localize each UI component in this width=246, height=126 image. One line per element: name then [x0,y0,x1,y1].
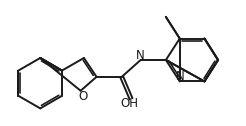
Text: N: N [176,70,184,83]
Text: N: N [136,49,145,62]
Text: O: O [78,90,88,103]
Text: OH: OH [120,97,138,110]
